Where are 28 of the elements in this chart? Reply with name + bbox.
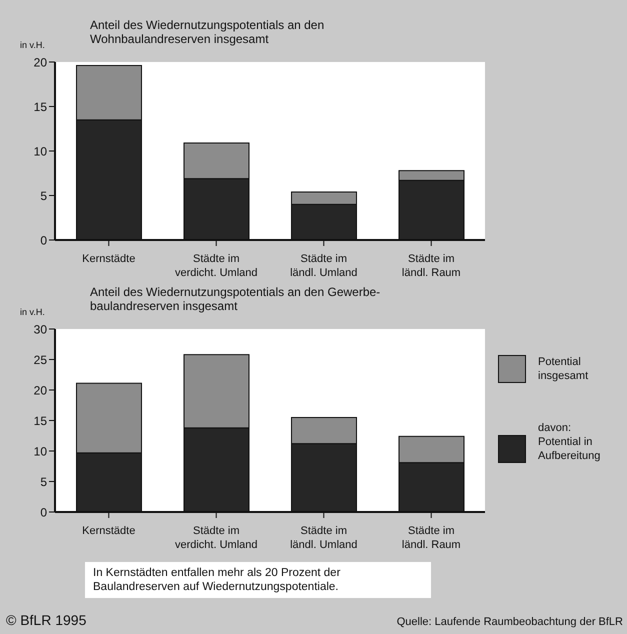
chart-title: Anteil des Wiedernutzungspotentials an den Wohnbaulandreserven insgesamt [90,18,324,46]
x-tick-label: Kernstädte [82,253,136,265]
x-tick-label: Städte im ländl. Umland [290,253,358,279]
y-tick-label: 15 [34,100,48,114]
y-tick-label: 0 [40,233,48,248]
x-tick-label: Städte im verdicht. Umland [174,253,258,279]
y-axis-title: in v.H. [20,40,45,50]
text: In Kernstädten entfallen mehr als 20 Prozent der Baulandreserven auf Wiedernutzungspotentiale. [93,566,342,594]
y-tick-label: 10 [34,144,48,158]
text: © BfLR 1995 [6,612,86,628]
y-axis-title: in v.H. [20,307,45,317]
y-tick-label: 10 [34,444,48,458]
legend: Potential insgesamt davon: Potential in Aufbereitung [498,355,626,501]
x-tick-label: Kernstädte [82,525,136,537]
y-tick-label: 0 [40,505,48,520]
y-tick-label: 5 [40,188,48,203]
y-tick-label: 20 [34,55,48,70]
y-tick-label: 25 [34,352,48,367]
x-tick-label: Städte im ländl. Raum [402,253,461,279]
x-tick-label: Städte im ländl. Umland [290,525,358,551]
y-tick-label: 30 [34,322,48,336]
y-tick-label: 20 [34,383,48,398]
x-tick-label: Städte im verdicht. Umland [174,525,258,551]
y-tick-label: 5 [40,474,48,489]
x-tick-label: Städte im ländl. Raum [402,525,461,551]
source-note: Quelle: Laufende Raumbeobachtung der BfLR [396,616,623,628]
y-tick-label: 15 [34,414,48,428]
chart-title: Anteil des Wiedernutzungspotentials an den Gewerbe- baulandreserven insgesamt [90,285,380,313]
